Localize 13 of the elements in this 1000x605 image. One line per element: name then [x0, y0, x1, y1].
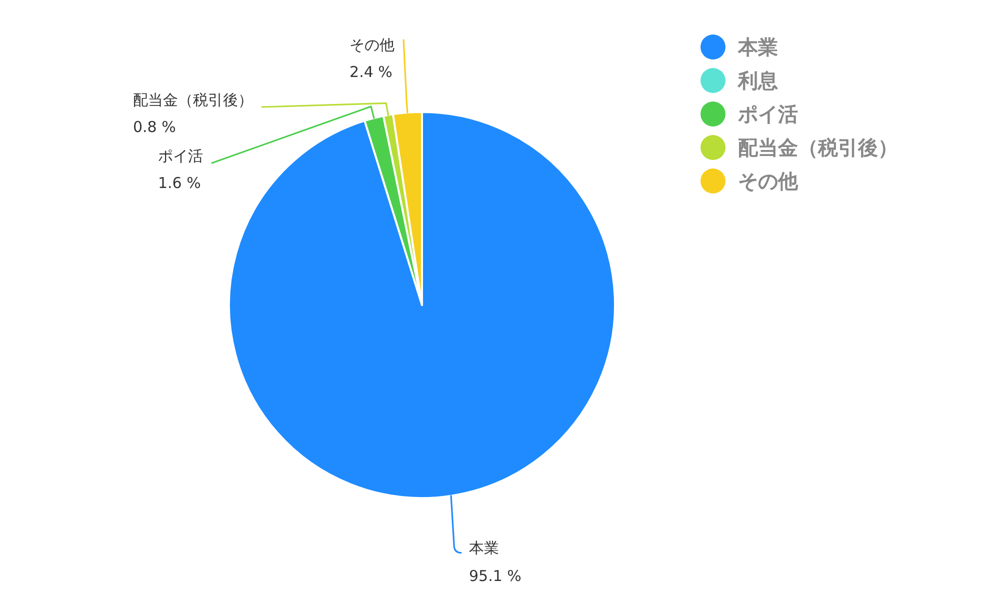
data-label: 95.1 % [469, 566, 522, 585]
legend-label: その他 [738, 169, 799, 193]
legend-label: 本業 [737, 35, 778, 59]
slice-label: 本業 [469, 538, 500, 557]
slice-label: その他 [350, 36, 395, 54]
data-label: 2.4 % [350, 63, 392, 81]
data-label: 1.6 % [158, 174, 201, 192]
legend-label: ポイ活 [737, 102, 798, 126]
slice-label: ポイ活 [158, 147, 203, 165]
data-label: 0.8 % [133, 118, 176, 136]
slice-label: 配当金（税引後） [133, 91, 253, 109]
legend-label: 利息 [737, 68, 778, 92]
legend-label: 配当金（税引後） [738, 136, 898, 160]
